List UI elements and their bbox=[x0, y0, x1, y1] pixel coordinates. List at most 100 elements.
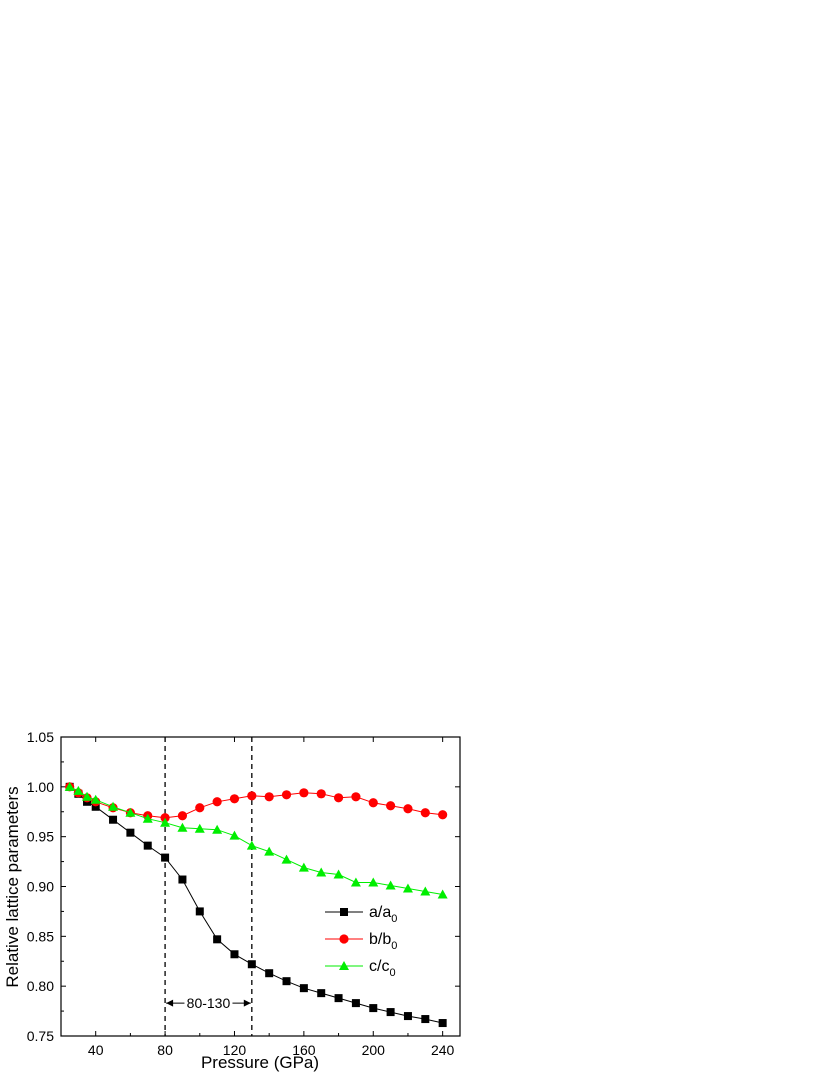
data-point bbox=[299, 788, 309, 798]
x-axis-ticks: 40 80 120 160 200 240 bbox=[60, 737, 455, 1058]
data-point bbox=[333, 793, 344, 803]
data-point bbox=[230, 950, 239, 959]
data-point bbox=[386, 801, 396, 811]
data-point bbox=[73, 785, 84, 795]
data-point bbox=[194, 823, 205, 833]
x-tick-label: 200 bbox=[362, 1042, 386, 1058]
data-point bbox=[90, 794, 101, 804]
range-arrowhead-left bbox=[166, 999, 174, 1007]
data-point bbox=[351, 999, 360, 1008]
data-point bbox=[316, 867, 327, 877]
data-point bbox=[177, 822, 188, 832]
data-point bbox=[247, 960, 256, 969]
data-point bbox=[317, 989, 326, 998]
legend-label: b/b0 bbox=[369, 931, 397, 952]
x-tick-label: 40 bbox=[88, 1042, 104, 1058]
data-point bbox=[333, 869, 344, 879]
series-line bbox=[69, 786, 443, 895]
y-tick-label: 1.05 bbox=[27, 729, 54, 745]
data-point bbox=[212, 824, 223, 834]
data-point bbox=[264, 792, 274, 802]
range-label: 80-130 bbox=[187, 995, 231, 1011]
y-axis-ticks: 0.75 0.80 0.85 0.90 0.95 1.00 1.05 bbox=[27, 729, 460, 1044]
data-point bbox=[438, 810, 448, 820]
data-point bbox=[316, 789, 326, 799]
data-point bbox=[368, 798, 378, 808]
data-point bbox=[368, 877, 379, 887]
data-point bbox=[437, 889, 448, 899]
legend-item: b/b0 bbox=[325, 931, 397, 952]
y-tick-label: 0.95 bbox=[27, 829, 54, 845]
data-point bbox=[212, 797, 222, 807]
data-point bbox=[264, 846, 275, 856]
x-tick-label: 160 bbox=[292, 1042, 316, 1058]
data-point bbox=[369, 1004, 378, 1013]
data-point bbox=[125, 807, 136, 817]
data-point bbox=[298, 862, 309, 872]
series-b-b0 bbox=[65, 782, 448, 823]
data-point bbox=[421, 1015, 430, 1024]
legend-marker bbox=[339, 961, 349, 970]
data-point bbox=[177, 811, 188, 821]
legend-marker bbox=[339, 934, 349, 944]
data-point bbox=[299, 984, 308, 993]
data-point bbox=[351, 792, 361, 802]
series-layer bbox=[64, 781, 448, 1028]
data-point bbox=[178, 875, 187, 884]
data-point bbox=[161, 853, 170, 862]
data-point bbox=[350, 877, 361, 887]
x-tick-label: 80 bbox=[157, 1042, 173, 1058]
y-tick-label: 0.90 bbox=[27, 879, 54, 895]
data-point bbox=[213, 935, 222, 944]
y-tick-label: 0.80 bbox=[27, 978, 54, 994]
data-point bbox=[438, 1019, 447, 1028]
data-point bbox=[420, 808, 430, 818]
data-point bbox=[282, 977, 291, 986]
y-tick-label: 0.75 bbox=[27, 1028, 54, 1044]
vertical-reference-lines bbox=[164, 737, 253, 1036]
data-point bbox=[143, 841, 152, 850]
data-point bbox=[403, 1012, 412, 1021]
plot-area-frame bbox=[60, 736, 461, 1037]
data-point bbox=[403, 804, 413, 814]
data-point bbox=[64, 781, 75, 791]
data-point bbox=[265, 969, 274, 978]
y-axis-title: Relative lattice parameters bbox=[3, 786, 22, 987]
y-tick-label: 1.00 bbox=[27, 779, 54, 795]
series-line bbox=[69, 786, 443, 819]
data-point bbox=[126, 828, 135, 837]
legend: a/a0 b/b0 c/c0 bbox=[325, 904, 397, 979]
legend-label: a/a0 bbox=[369, 904, 397, 925]
y-tick-label: 0.85 bbox=[27, 928, 54, 944]
data-point bbox=[229, 794, 240, 804]
data-point bbox=[195, 907, 204, 916]
x-axis-title: Pressure (GPa) bbox=[201, 1053, 319, 1072]
data-point bbox=[142, 813, 153, 823]
data-point bbox=[160, 817, 171, 827]
series-c-c0 bbox=[64, 781, 448, 899]
data-point bbox=[385, 880, 396, 890]
data-point bbox=[334, 994, 343, 1003]
data-point bbox=[247, 791, 257, 801]
data-point bbox=[402, 883, 413, 893]
legend-marker bbox=[340, 908, 348, 916]
legend-label: c/c0 bbox=[369, 958, 396, 979]
data-point bbox=[281, 854, 292, 864]
data-point bbox=[229, 830, 240, 840]
data-point bbox=[386, 1008, 395, 1017]
series-a-a0 bbox=[65, 782, 447, 1028]
data-point bbox=[108, 801, 119, 811]
data-point bbox=[109, 815, 118, 824]
data-point bbox=[420, 886, 431, 896]
x-tick-label: 120 bbox=[223, 1042, 247, 1058]
data-point bbox=[82, 791, 93, 801]
data-point bbox=[91, 802, 100, 811]
range-arrowhead-right bbox=[243, 999, 251, 1007]
data-point bbox=[195, 803, 205, 813]
range-annotation: 80-130 bbox=[166, 995, 251, 1011]
x-tick-label: 240 bbox=[431, 1042, 455, 1058]
data-point bbox=[281, 790, 292, 800]
legend-item: c/c0 bbox=[325, 958, 396, 979]
data-point bbox=[246, 840, 257, 850]
